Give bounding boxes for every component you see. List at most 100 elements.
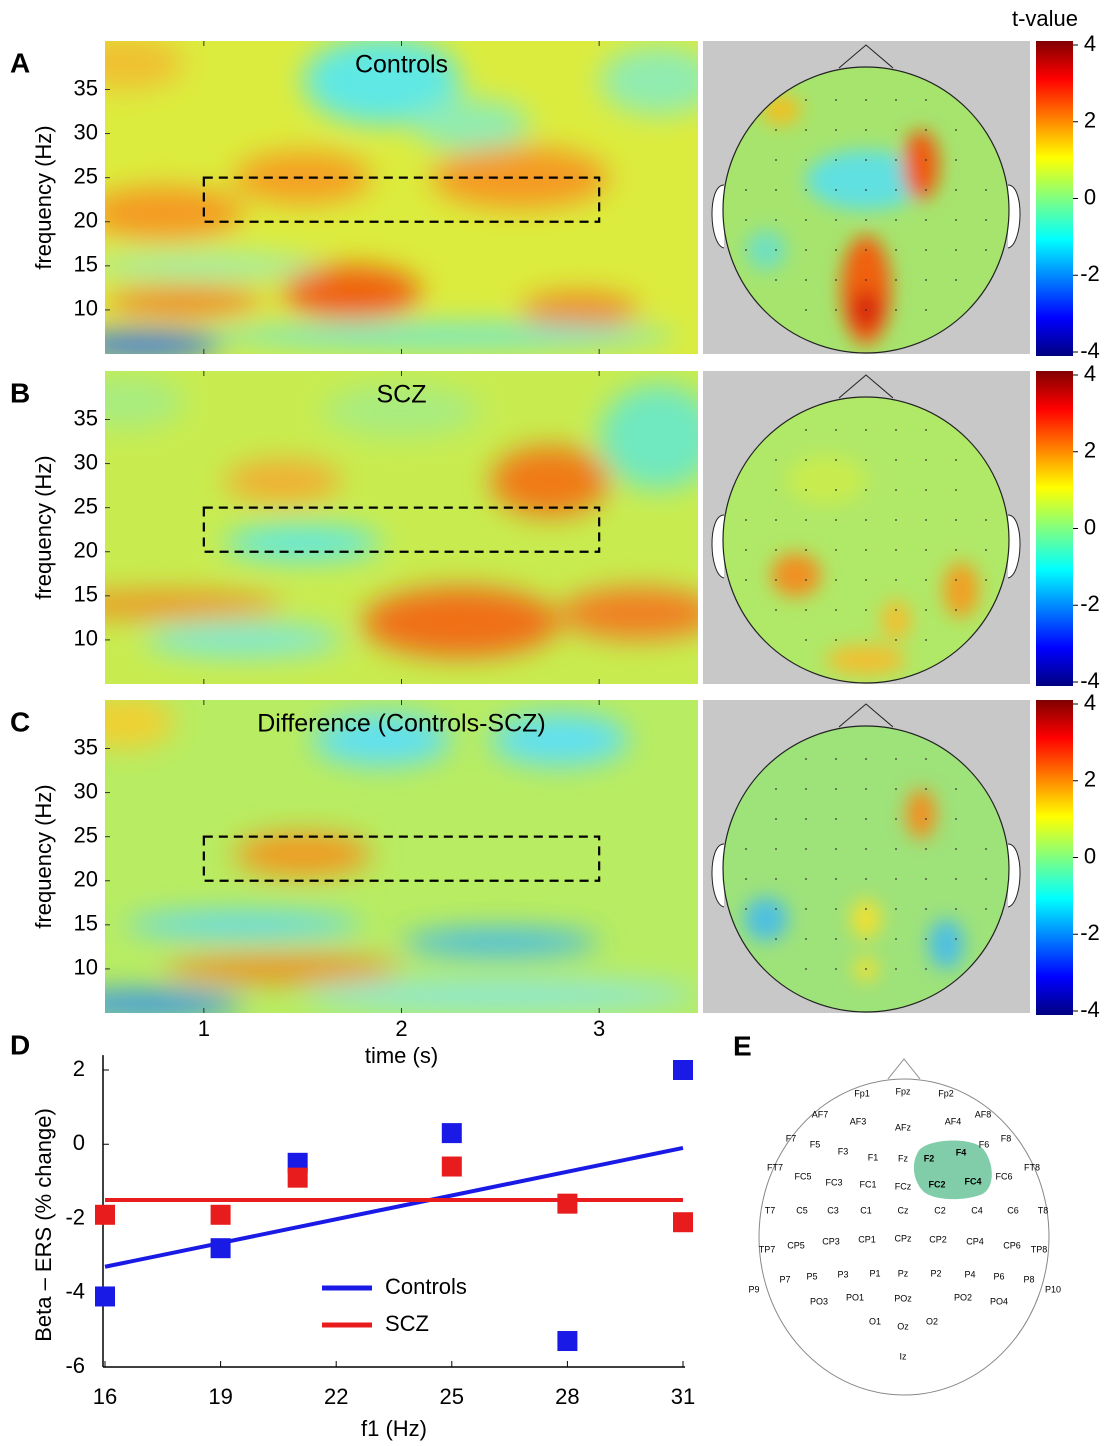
electrode-dot (865, 159, 867, 161)
heatmap-blob (490, 445, 610, 517)
electrode-dot (955, 579, 957, 581)
electrode-dot (955, 609, 957, 611)
electrode-label: Fp1 (854, 1088, 870, 1098)
topomap-blob (903, 130, 939, 200)
electrode-dot (895, 609, 897, 611)
topomap (723, 67, 1009, 353)
data-point (95, 1204, 115, 1225)
electrode-dot (895, 489, 897, 491)
electrode-dot (895, 309, 897, 311)
electrode-dot (835, 309, 837, 311)
data-point (210, 1204, 231, 1225)
electrode-dot (805, 99, 807, 101)
electrode-dot (925, 489, 927, 491)
electrode-dot (775, 908, 777, 910)
x-axis-label: time (s) (365, 1043, 438, 1068)
electrode-label: AF8 (975, 1109, 992, 1119)
electrode-label: P7 (779, 1274, 790, 1284)
y-axis-label: frequency (Hz) (31, 455, 56, 599)
y-tick-label: 25 (74, 493, 98, 518)
electrode-label: F4 (956, 1147, 967, 1157)
electrode-label: Oz (897, 1321, 909, 1331)
colorbar-tick-label: 2 (1084, 108, 1096, 133)
x-tick-label: 3 (593, 1016, 605, 1041)
electrode-label: FC1 (859, 1179, 876, 1189)
head-outline (758, 1078, 1050, 1396)
colorbar-tick-label: -4 (1080, 997, 1100, 1022)
electrode-dot (865, 519, 867, 521)
electrode-dot (895, 908, 897, 910)
electrode-dot (925, 639, 927, 641)
electrode-label: P6 (993, 1271, 1004, 1281)
heatmap-blob (144, 622, 343, 658)
electrode-dot (925, 189, 927, 191)
electrode-label: Fpz (895, 1086, 911, 1096)
electrode-dot (835, 758, 837, 760)
electrode-dot (925, 159, 927, 161)
electrode-dot (805, 489, 807, 491)
heatmap-blob (411, 98, 530, 152)
x-tick-label: 28 (555, 1384, 579, 1409)
colorbar (1036, 371, 1073, 686)
electrode-label: CPz (894, 1233, 912, 1243)
electrode-dot (775, 609, 777, 611)
nose (838, 703, 894, 728)
electrode-dot (835, 968, 837, 970)
electrode-label: T7 (765, 1205, 776, 1215)
electrode-dot (955, 848, 957, 850)
topomap-blob (746, 230, 786, 270)
y-tick-label: 35 (74, 75, 98, 100)
electrode-dot (955, 878, 957, 880)
electrode-dot (895, 459, 897, 461)
electrode-dot (745, 908, 747, 910)
x-tick-label: 22 (324, 1384, 348, 1409)
electrode-dot (865, 129, 867, 131)
electrode-dot (805, 908, 807, 910)
electrode-dot (805, 848, 807, 850)
electrode-dot (925, 579, 927, 581)
electrode-dot (925, 99, 927, 101)
electrode-dot (865, 279, 867, 281)
heatmap-blob (282, 265, 422, 319)
electrode-dot (925, 609, 927, 611)
electrode-label: Fp2 (938, 1088, 954, 1098)
electrode-label: AF3 (850, 1116, 867, 1126)
x-tick-label: 2 (395, 1016, 407, 1041)
electrode-dot (925, 968, 927, 970)
panel-letter: E (733, 1030, 752, 1061)
electrode-dot (775, 519, 777, 521)
electrode-label: O2 (926, 1316, 938, 1326)
electrode-dot (925, 758, 927, 760)
electrode-label: PO3 (810, 1296, 828, 1306)
data-point (557, 1331, 578, 1352)
heatmap-blob (302, 41, 461, 125)
ear (711, 514, 725, 579)
electrode-dot (775, 818, 777, 820)
electrode-dot (925, 309, 927, 311)
electrode-dot (835, 429, 837, 431)
electrode-dot (835, 189, 837, 191)
electrode-dot (895, 249, 897, 251)
y-tick-label: 10 (74, 296, 98, 321)
colorbar-tick-label: 4 (1084, 31, 1096, 56)
ear (711, 843, 725, 908)
topomap-blob (928, 919, 964, 969)
electrode-dot (865, 489, 867, 491)
colorbar-tick-label: -2 (1080, 261, 1100, 286)
electrode-label: AFz (895, 1122, 912, 1132)
electrode-label: F1 (868, 1152, 879, 1162)
electrode-label: CP1 (858, 1234, 876, 1244)
electrode-label: PO4 (990, 1296, 1008, 1306)
electrode-dot (985, 848, 987, 850)
x-tick-label: 19 (208, 1384, 232, 1409)
electrode-dot (895, 818, 897, 820)
electrode-label: P8 (1023, 1274, 1034, 1284)
electrode-dot (805, 788, 807, 790)
y-tick-label: 25 (74, 163, 98, 188)
heatmap-blob (105, 186, 244, 240)
electrode-label: Pz (898, 1268, 909, 1278)
electrode-dot (955, 818, 957, 820)
electrode-label: FT8 (1024, 1162, 1040, 1172)
electrode-dot (865, 968, 867, 970)
y-tick-label: 20 (74, 208, 98, 233)
